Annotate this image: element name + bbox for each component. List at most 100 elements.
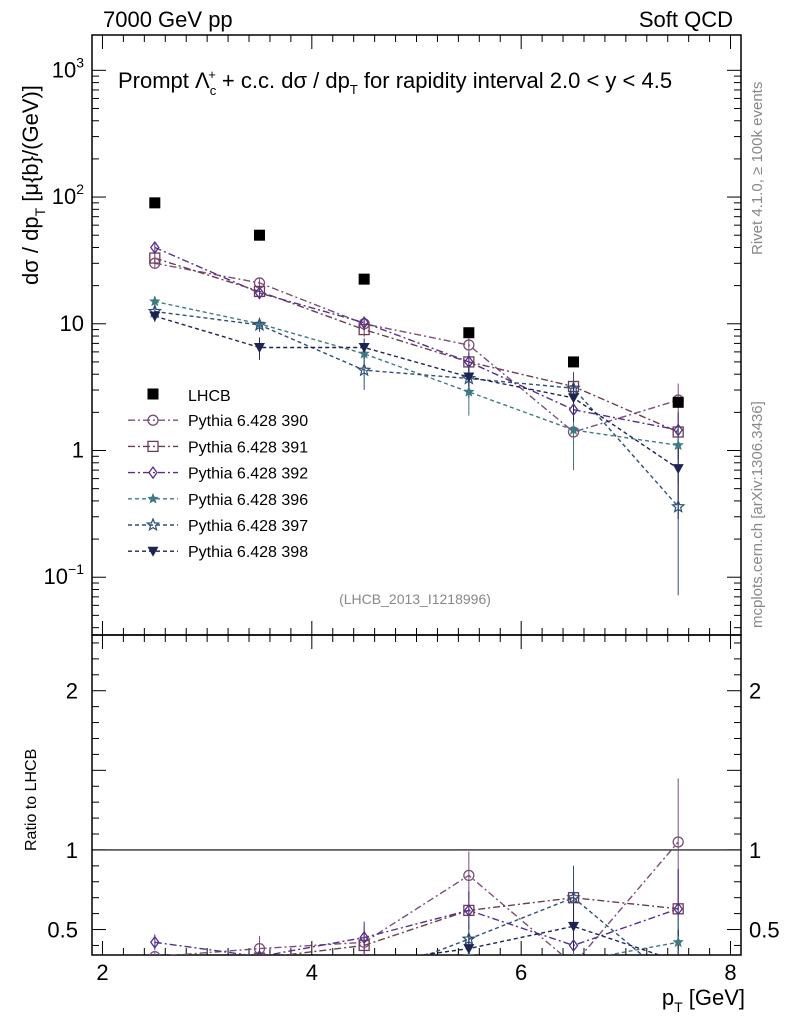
series-point (670, 499, 686, 513)
legend-marker-lhcb (147, 388, 159, 400)
ratio-line (425, 896, 644, 955)
ratio-point (150, 956, 160, 966)
series-point (464, 355, 474, 369)
ratio-y-axis-label: Ratio to LHCB (23, 749, 40, 851)
series-point (566, 380, 581, 395)
series-line (154, 257, 679, 433)
series-point (356, 362, 372, 377)
ratio-point (150, 935, 160, 949)
ratio-series-lines (154, 841, 679, 955)
legend: LHCB Pythia 6.428 390 Pythia 6.428 391 Pyth… (128, 388, 308, 561)
ratio-y-tick-label-right: 1 (749, 838, 761, 863)
ratio-frame (91, 634, 742, 956)
y-label-main: dσ / dp (18, 216, 43, 285)
x-tick-label: 2 (96, 960, 108, 985)
x-tick-labels: 2 4 6 8 (96, 960, 736, 985)
series-line (154, 300, 679, 446)
lhcb-point (672, 396, 684, 408)
y-label-sub: T (32, 207, 48, 216)
series-point (672, 439, 684, 451)
main-y-tick-label: 103 (52, 54, 84, 82)
ratio-point (253, 952, 266, 955)
y-label-unit: [μ{b}/(GeV)] (18, 85, 43, 208)
series-line (154, 246, 679, 431)
legend-marker (145, 517, 161, 532)
series-point (359, 316, 369, 330)
series-point (672, 426, 684, 438)
ratio-point (463, 944, 475, 955)
series-point (253, 317, 266, 329)
main-y-tick-label: 102 (52, 181, 84, 209)
series-line (154, 310, 679, 508)
ratio-point (672, 836, 684, 848)
title-post: + c.c. dσ / dp (216, 68, 350, 93)
ratio-point (568, 921, 580, 932)
main-y-tick-labels: 10−1 1 10 102 103 (44, 54, 85, 589)
ratio-line (166, 841, 679, 955)
legend-label: Pythia 6.428 397 (188, 518, 308, 535)
ratio-error-bars (154, 778, 679, 955)
title-pre: Prompt Λ (118, 68, 210, 93)
series-point (567, 424, 580, 435)
main-y-tick-label: 10 (60, 311, 84, 336)
ratio-point (568, 938, 579, 953)
ratio-y-tick-label-left: 2 (66, 679, 78, 704)
title-sup: + (208, 67, 216, 82)
main-y-axis-label: dσ / dpT [μ{b}/(GeV)] (18, 85, 48, 285)
legend-label: Pythia 6.428 396 (188, 492, 308, 509)
legend-label: Pythia 6.428 391 (188, 439, 308, 456)
x-tick-label: 6 (515, 960, 527, 985)
lhcb-point (149, 197, 161, 209)
lhcb-point (568, 356, 580, 368)
legend-marker (148, 465, 158, 480)
legend-label: Pythia 6.428 390 (188, 413, 308, 430)
series-point (254, 286, 265, 300)
x-label-sub: T (674, 999, 683, 1015)
ratio-y-tick-label-right: 0.5 (749, 918, 780, 943)
ratio-point (461, 931, 477, 946)
ratio-line (417, 925, 662, 955)
series-point (149, 311, 161, 322)
series-point (252, 317, 267, 332)
series-point (358, 323, 370, 336)
x-axis-label: pT [GeV] (662, 985, 745, 1015)
title-sub2: T (350, 82, 358, 97)
ratio-point (358, 973, 369, 984)
ratio-point (358, 962, 369, 973)
x-tick-label: 8 (724, 960, 736, 985)
ratio-point (358, 939, 370, 952)
ratio-y-tick-label-right: 2 (749, 679, 761, 704)
legend-label: Pythia 6.428 392 (188, 466, 308, 483)
ratio-y-tick-label-left: 0.5 (47, 918, 78, 943)
plot-title: Prompt Λc+ + c.c. dσ / dpT for rapidity … (118, 67, 672, 98)
legend-marker (147, 440, 159, 453)
legend-marker (147, 546, 159, 557)
ratio-markers (149, 836, 684, 984)
main-y-tick-label: 10−1 (44, 561, 85, 589)
lhcb-point (463, 327, 475, 339)
ratio-point (359, 930, 369, 945)
x-label-pre: p (662, 985, 674, 1010)
ratio-y-tick-labels: 0.5 0.5 1 1 2 2 (47, 679, 779, 943)
ratio-y-tick-label-left: 1 (66, 838, 78, 863)
series-point (463, 372, 475, 383)
series-point (150, 240, 160, 255)
ratio-point (255, 949, 264, 955)
ratio-point (463, 869, 475, 882)
ratio-point (568, 955, 579, 966)
legend-marker (147, 414, 159, 426)
series-point (358, 342, 370, 353)
legend-label: Pythia 6.428 398 (188, 544, 308, 561)
ratio-line (154, 908, 679, 955)
ratio-point (254, 971, 265, 982)
series-point (568, 393, 580, 404)
rivet-label: Rivet 4.1.0, ≥ 100k events (749, 82, 766, 255)
title-sub: c (210, 83, 217, 98)
legend-label-lhcb: LHCB (188, 388, 231, 405)
mcplots-label: mcplots.cern.ch [arXiv:1306.3436] (749, 401, 766, 628)
main-markers (147, 240, 686, 513)
ratio-point (566, 890, 581, 904)
axis-ticks (92, 35, 741, 955)
series-point (253, 342, 265, 353)
main-series-lines (154, 246, 679, 508)
